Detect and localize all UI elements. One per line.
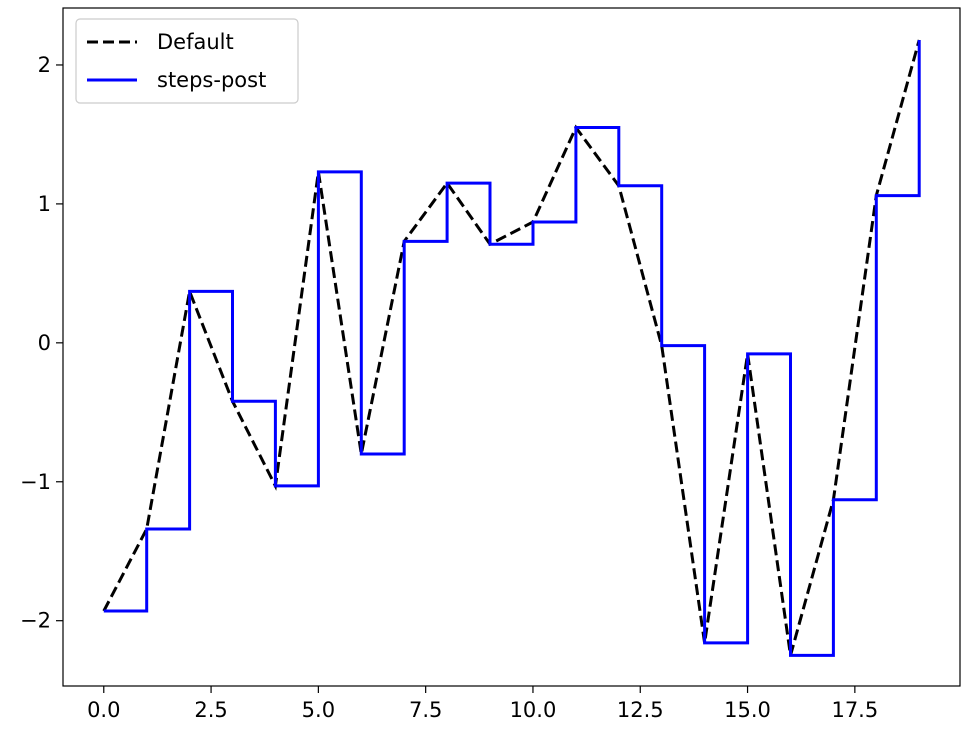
plot-frame [62, 7, 961, 687]
x-tick-label: 15.0 [724, 698, 771, 722]
legend-label-default: Default [157, 30, 234, 54]
y-tick-label: 1 [38, 192, 51, 216]
series-line-default [102, 39, 921, 656]
y-axis: −2 −1 0 1 2 [20, 53, 63, 633]
legend: Default steps-post [75, 18, 299, 104]
x-tick-label: 12.5 [617, 698, 664, 722]
series-layer [102, 39, 921, 657]
x-tick-label: 10.0 [510, 698, 557, 722]
y-tick-label: 0 [38, 331, 51, 355]
legend-label-steps-post: steps-post [157, 68, 266, 92]
y-tick-label: −1 [20, 470, 51, 494]
legend-box [75, 18, 299, 104]
x-tick-label: 2.5 [194, 698, 227, 722]
series-line-steps-post [103, 40, 921, 657]
y-tick-label: 2 [38, 53, 51, 77]
x-tick-label: 5.0 [302, 698, 335, 722]
x-tick-label: 17.5 [831, 698, 878, 722]
x-tick-label: 0.0 [87, 698, 120, 722]
x-axis: 0.0 2.5 5.0 7.5 10.0 12.5 15.0 17.5 [87, 686, 878, 722]
x-tick-label: 7.5 [409, 698, 442, 722]
y-tick-label: −2 [20, 609, 51, 633]
